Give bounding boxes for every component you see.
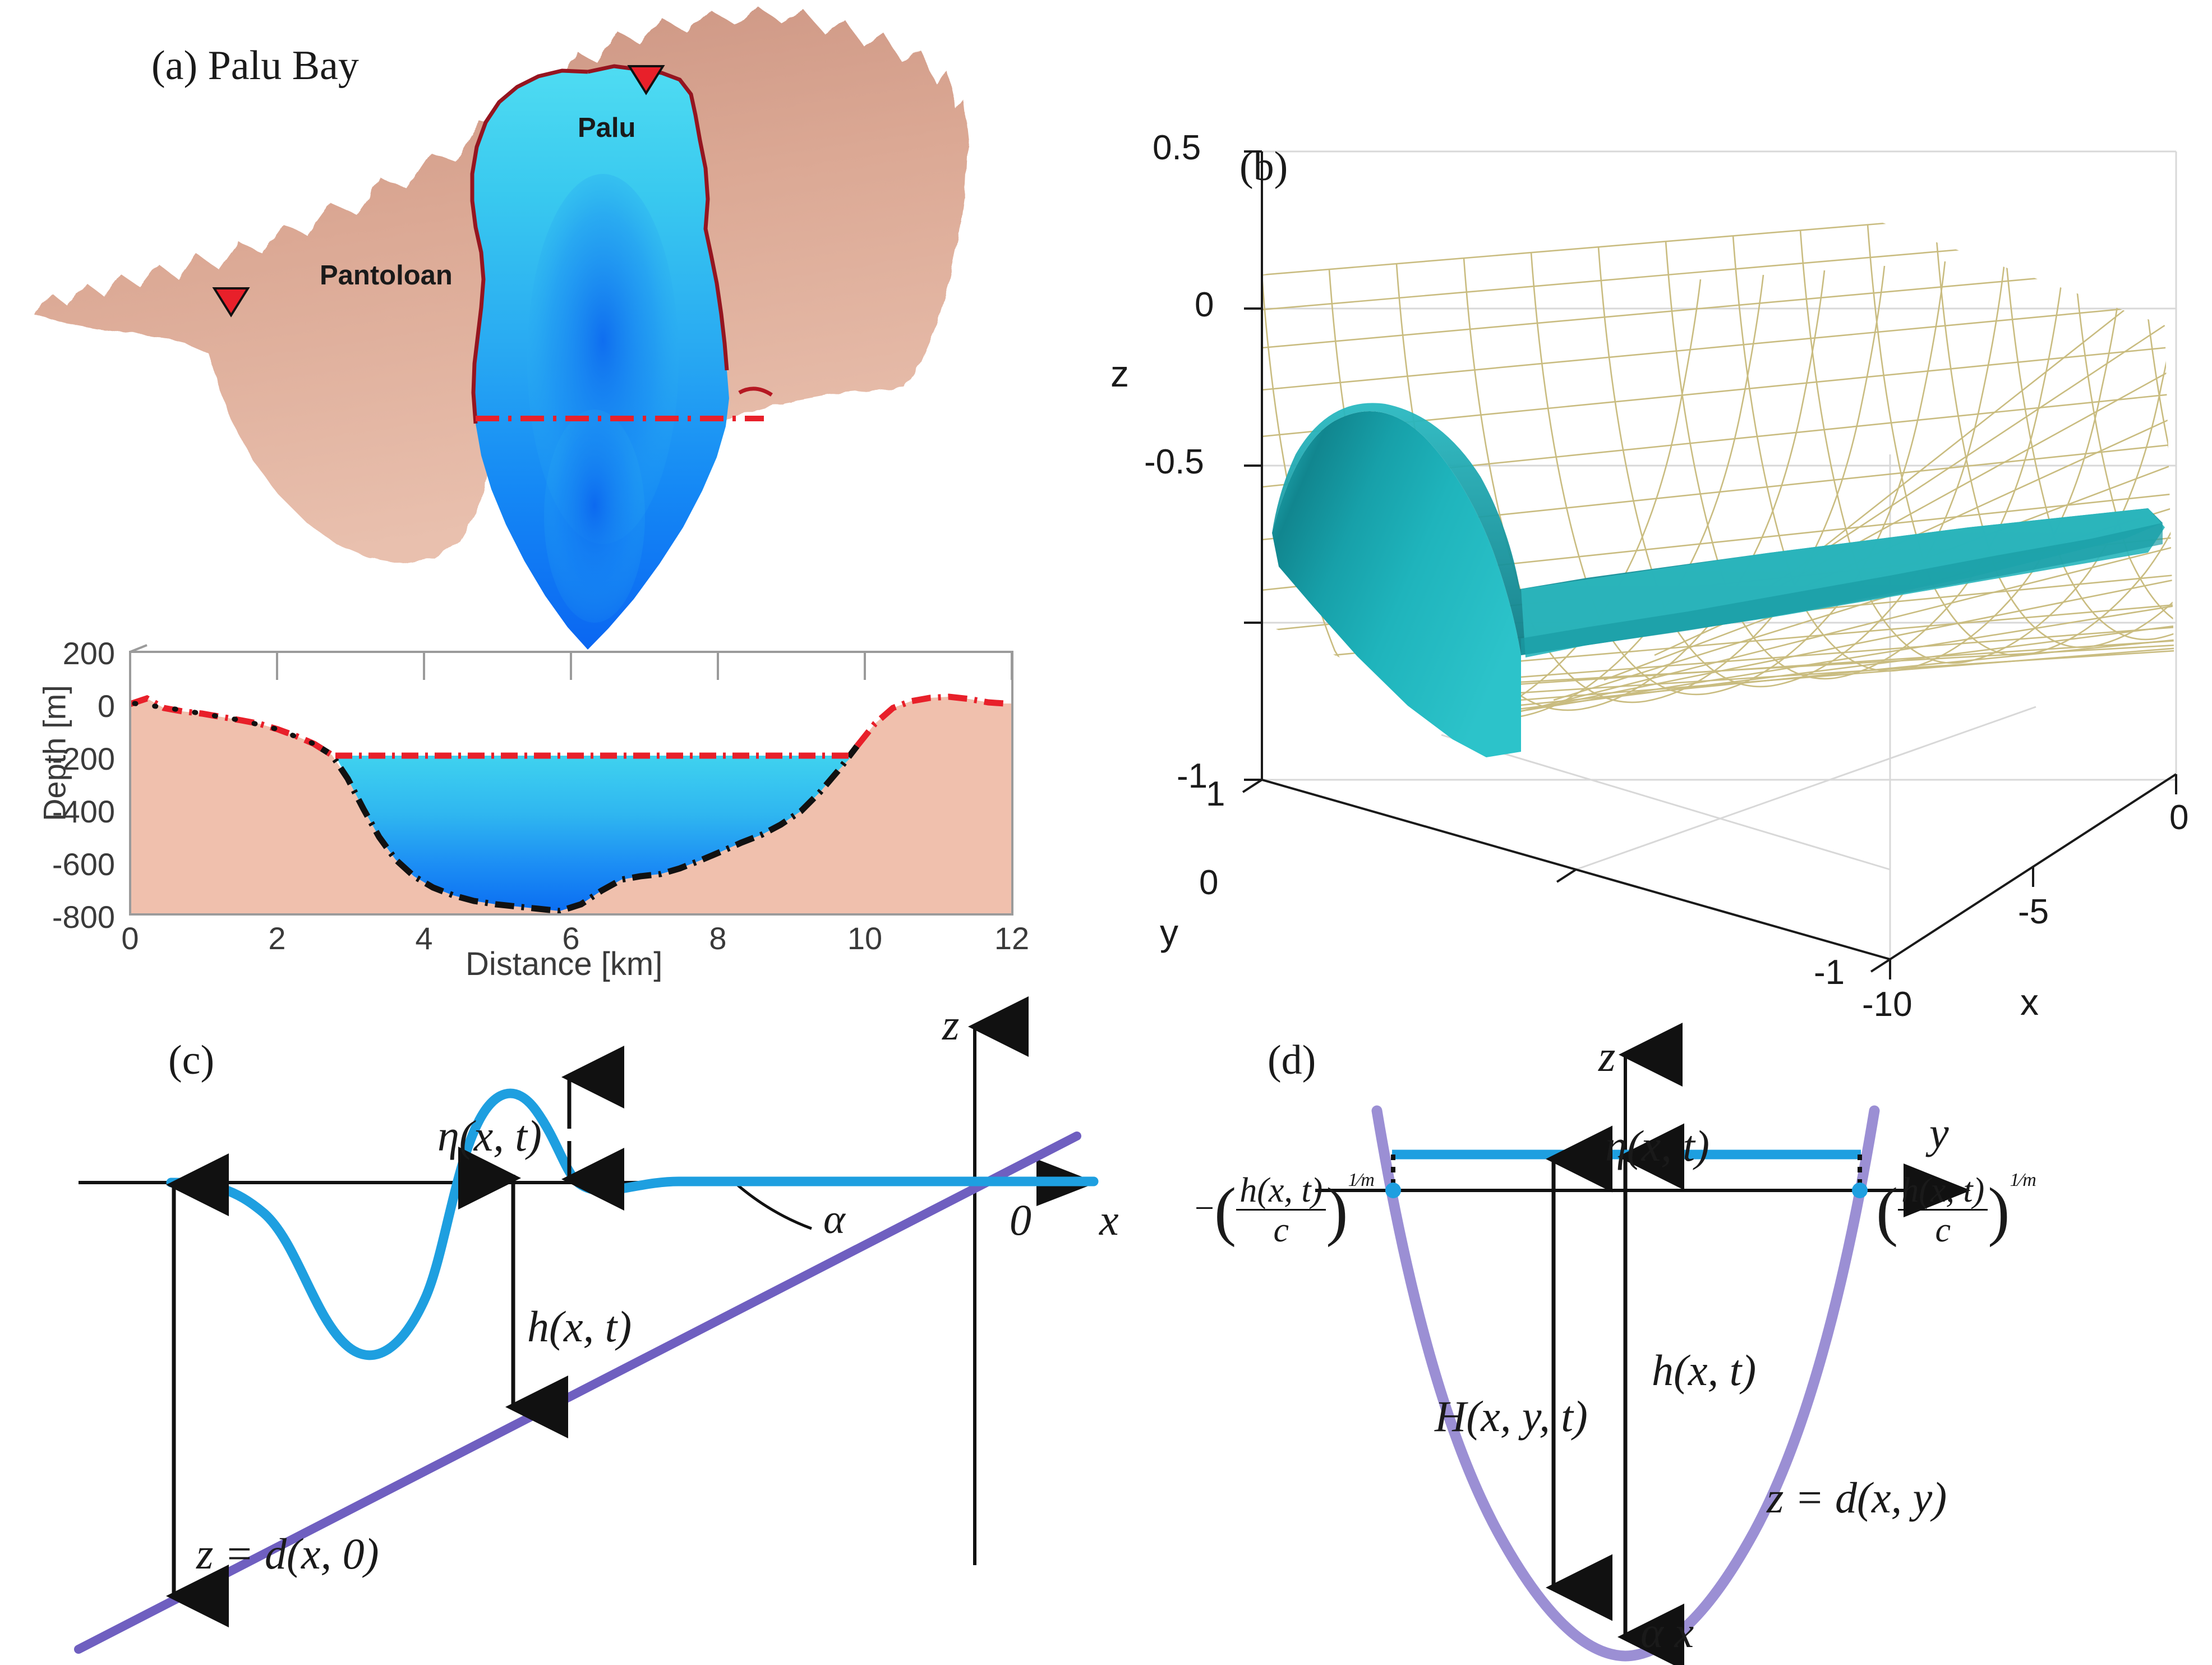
right-exp-num: 1	[2010, 1169, 2020, 1190]
water-fill	[335, 756, 852, 911]
x-tick-0: 0	[121, 921, 139, 956]
x-tick-12: 12	[994, 921, 1030, 956]
H-label: H(x, y, t)	[1435, 1392, 1588, 1441]
panel-b-title: (b)	[1239, 144, 1288, 190]
coastline-west	[470, 68, 588, 424]
left-intersection-dot	[1385, 1183, 1401, 1198]
bed-equation-label: z = d(x, y)	[1767, 1473, 1947, 1522]
right-edge-denominator: c	[1935, 1211, 1951, 1250]
station-label-palu: Palu	[578, 113, 636, 143]
x-axis-label: Distance [km]	[466, 946, 663, 982]
y-tick-minus400: -400	[52, 794, 115, 829]
angle-alpha-label: α	[823, 1197, 845, 1243]
right-edge-numerator: h(x, t)	[1898, 1172, 1988, 1211]
x-tick-marks	[1889, 774, 2177, 979]
x-tick-minus10: -10	[1862, 985, 1913, 1024]
left-edge-expression: −(h(x, t) c)1⁄m	[1195, 1169, 1375, 1250]
panel-c-sloping-beach: (c) η(x, t) h(x, t) z = d(x, 0) α z 0	[67, 996, 1178, 1665]
x-tick-marks	[129, 652, 1013, 680]
right-edge-expression: (h(x, t) c)1⁄m	[1876, 1169, 2036, 1250]
y-tick-0: 0	[1199, 863, 1219, 902]
angle-alpha-arc	[734, 1181, 812, 1230]
left-edge-minus-sign: −	[1195, 1189, 1214, 1227]
y-axis-label: Depth [m]	[36, 685, 72, 821]
station-marker-pantoloan-icon	[212, 287, 250, 318]
panel-b-surface-plot: (b)	[1094, 84, 2212, 1024]
z-tick-0: 0	[1195, 286, 1214, 324]
bed-equation-label: z = d(x, 0)	[196, 1529, 379, 1578]
y-tick-1: 1	[1206, 775, 1225, 813]
eta-label: η(x, t)	[437, 1111, 542, 1160]
x-tick-minus5: -5	[2018, 893, 2049, 931]
free-surface-wave	[166, 1088, 1099, 1360]
panel-c-title: (c)	[168, 1037, 215, 1083]
origin-label: 0	[1010, 1195, 1031, 1244]
x-tick-2: 2	[268, 921, 286, 956]
panel-a-palu-bay: (a) Palu Bay	[0, 0, 1066, 1004]
left-paren-open: (	[1214, 1174, 1237, 1248]
x-tick-8: 8	[709, 921, 727, 956]
left-exp-num: 1	[1348, 1169, 1358, 1190]
y-tick-minus800: -800	[52, 899, 115, 935]
y-tick-minus200: -200	[52, 741, 115, 776]
water-surface	[1272, 403, 2165, 757]
surface-3d-axes	[1242, 150, 2177, 979]
coastline-islet	[738, 387, 773, 397]
sloping-bed-line	[74, 1132, 1081, 1654]
right-edge-exponent: 1⁄m	[2010, 1169, 2036, 1190]
station-label-pantoloan: Pantoloan	[320, 260, 453, 291]
z-axis-label: z	[1110, 353, 1129, 394]
panel-a-title: (a) Palu Bay	[151, 43, 359, 89]
right-paren-open: (	[1876, 1174, 1898, 1248]
x-axis-label: x	[1099, 1195, 1119, 1244]
y-tick-marks	[1242, 779, 1891, 973]
y-tick-minus600: -600	[52, 847, 115, 882]
left-exp-den: m	[1361, 1169, 1375, 1190]
station-marker-palu-icon	[627, 65, 665, 95]
panel-c-schematic	[74, 996, 1099, 1654]
z-tick-marks	[1244, 150, 1262, 781]
x-tick-6: 6	[562, 921, 580, 956]
z-axis-label: z	[1598, 1032, 1616, 1080]
cross-section-plot	[129, 644, 1013, 916]
y-tick-0: 0	[97, 688, 115, 724]
right-intersection-dot	[1852, 1183, 1868, 1198]
panel-d-parabolic-section: (d) η(x, t) h(x, t) H(x, y, t) z = d	[1195, 1004, 2212, 1665]
x-axis-label: x	[2020, 981, 2039, 1023]
vertex-label: α x	[1640, 1608, 1694, 1657]
z-tick-minus0p5: -0.5	[1144, 443, 1204, 481]
panel-d-schematic	[1315, 1023, 1971, 1665]
x-tick-0: 0	[2169, 798, 2189, 837]
bed-profile-submerged	[312, 741, 860, 914]
left-edge-exponent: 1⁄m	[1348, 1169, 1375, 1190]
solitary-wave-front	[1272, 411, 1521, 757]
z-axis-label: z	[942, 1000, 960, 1049]
panel-d-title: (d)	[1268, 1037, 1316, 1083]
y-axis-label: y	[1160, 912, 1178, 953]
h-label: h(x, t)	[1652, 1346, 1757, 1395]
z-tick-0p5: 0.5	[1153, 128, 1201, 167]
bathymetry-3d-map	[34, 6, 968, 650]
right-exp-den: m	[2022, 1169, 2036, 1190]
y-axis-label: y	[1929, 1109, 1949, 1157]
eta-label: η(x, t)	[1605, 1121, 1709, 1170]
z-tick-minus1: -1	[1177, 757, 1208, 795]
left-edge-denominator: c	[1273, 1211, 1289, 1250]
right-paren-close: )	[1988, 1174, 2010, 1248]
land-fill	[130, 697, 1012, 914]
left-edge-numerator: h(x, t)	[1236, 1172, 1326, 1211]
bed-profile-emerged-right	[854, 693, 1004, 748]
deep-trough-shading-2	[544, 410, 645, 623]
x-tick-10: 10	[847, 921, 883, 956]
left-paren-close: )	[1326, 1174, 1348, 1248]
water-edge-band	[1521, 523, 2163, 655]
y-tick-200: 200	[62, 636, 115, 671]
x-tick-4: 4	[415, 921, 433, 956]
y-tick-minus1: -1	[1814, 953, 1845, 992]
h-label: h(x, t)	[527, 1302, 632, 1351]
y-tick-marks	[130, 644, 148, 653]
